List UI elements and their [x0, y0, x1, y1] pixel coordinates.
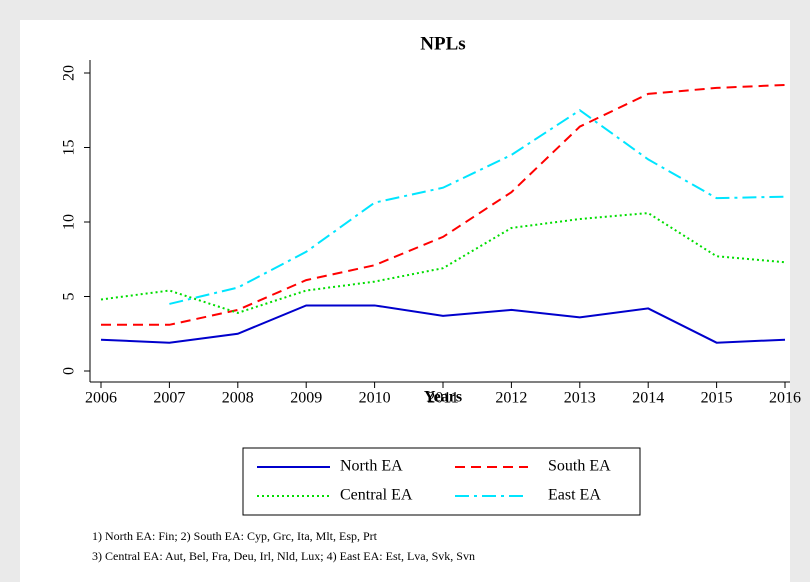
legend-label: South EA	[548, 458, 611, 475]
legend	[242, 447, 641, 516]
series-line	[100, 304, 786, 344]
legend-label: East EA	[548, 487, 601, 504]
series-line	[169, 109, 786, 305]
x-tick-label: 2011	[427, 390, 458, 407]
x-tick-label: 2007	[153, 390, 185, 407]
x-axis-label: Years	[424, 389, 462, 406]
x-tick-label: 2014	[632, 390, 664, 407]
y-tick-label: 0	[61, 367, 78, 375]
y-tick-label: 15	[61, 140, 78, 156]
series-line	[101, 83, 786, 326]
y-tick-label: 10	[61, 214, 78, 230]
x-tick-label: 2012	[495, 390, 527, 407]
y-tick-label: 20	[61, 65, 78, 81]
legend-label: Central EA	[340, 487, 413, 504]
x-tick-label: 2015	[701, 390, 733, 407]
x-tick-label: 2010	[359, 390, 391, 407]
note: 3) Central EA: Aut, Bel, Fra, Deu, Irl, …	[92, 549, 475, 563]
x-tick-label: 2008	[222, 390, 254, 407]
x-tick-label: 2009	[290, 390, 322, 407]
series-line	[100, 212, 786, 314]
x-tick-label: 2016	[769, 390, 801, 407]
x-tick-label: 2013	[564, 390, 596, 407]
chart-title: NPLs	[420, 33, 465, 54]
legend-label: North EA	[340, 458, 403, 475]
x-tick-label: 2006	[85, 390, 117, 407]
y-tick-label: 5	[61, 293, 78, 301]
note: 1) North EA: Fin; 2) South EA: Cyp, Grc,…	[92, 529, 378, 543]
